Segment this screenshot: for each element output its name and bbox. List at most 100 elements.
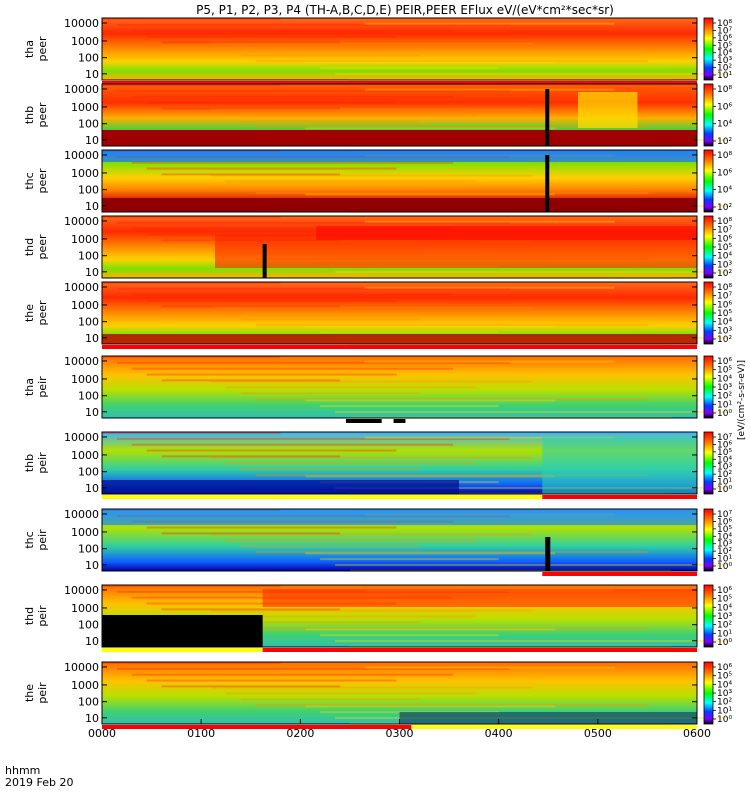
data-gap-bar [545,89,550,146]
panel-frame [101,431,698,495]
spectrum-band [146,373,397,376]
y-tick-label: 10000 [64,215,99,228]
colorbar-tick-label: 10⁶ [717,300,732,310]
y-tick-label: 1000 [71,233,99,246]
data-gap-bar [262,244,267,278]
spectrum-band [364,360,615,363]
status-bar-segment [345,419,382,423]
panel-label-instrument: peir [36,529,49,551]
panel-label-instrument: peer [36,234,49,260]
colorbar-tick-label: 10⁴ [717,603,732,613]
y-tick-label: 100 [78,250,99,263]
colorbar-labels: [eV/(cm²-s-sr-eV)] [737,360,747,440]
panel-label-instrument: peir [36,376,49,398]
spectrum-band [320,558,499,561]
colorbar-tick-label: 10⁰ [717,409,732,419]
spectrum-band [255,192,649,195]
spectrum-band [335,270,728,273]
spectrum-band [116,667,510,670]
colorbar-tick-label: 10⁰ [717,715,732,725]
date-label: 2019 Feb 20 [5,776,73,789]
colorbar-tick-label: 10⁴ [717,49,732,59]
colorbar-tick-label: 10³ [717,260,732,270]
spectrum-band [240,186,420,189]
spectrum-band [131,293,454,296]
noise-band [102,509,697,525]
y-tick-label: 100 [78,316,99,329]
y-tick-label: 1000 [71,373,99,386]
spectrum-band [255,324,649,327]
colorbar-tick-label: 10³ [717,56,732,66]
spectrum-band [364,88,615,91]
spectrum-band [240,545,420,548]
y-tick-label: 10 [85,200,99,213]
spectrum-band [255,474,649,477]
y-tick-label: 10000 [64,149,99,162]
spectrum-band [240,392,420,395]
panel-thc-peer: 10000 1000 100 10 thc peer 10⁸ 10⁶ 10⁴ 10² [23,149,732,213]
y-tick-label: 10 [85,635,99,648]
spectrum-band [255,398,649,401]
spectrum-band [146,167,397,170]
spectrum-band [102,18,281,20]
colorbar-tick-label: 10² [717,335,732,345]
colorbar [703,508,714,572]
spectrum-band [320,331,499,334]
panel-label-instrument: peir [36,452,49,474]
panel-frame [101,215,698,279]
spectrum-band [161,455,340,458]
colorbar-tick-label: 10⁶ [717,234,732,244]
colorbar-tick-label: 10⁵ [717,525,732,535]
spectrum-band [131,161,454,164]
panel-label-probe: tha [23,40,36,58]
y-tick-label: 1000 [71,679,99,692]
colorbar-tick-label: 10⁴ [717,532,732,542]
panel-label-probe: thc [23,172,36,189]
spectrum-band [240,54,420,57]
spectrum-band [225,114,476,117]
spectrum-band [320,67,499,70]
spectrum-band [146,526,397,529]
spectrum-patch [262,589,697,607]
colorbar [703,661,714,725]
colorbar-tick-label: 10⁶ [717,586,732,596]
colorbar-tick-label: 10⁷ [717,292,732,302]
x-tick-label: 0200 [286,727,314,740]
spectrum-band [240,468,420,471]
colorbar-tick-label: 10² [717,621,732,631]
spectrum-band [225,48,476,51]
colorbar-tick-label: 10³ [717,540,732,550]
y-tick-label: 10000 [64,431,99,444]
colorbar-tick-label: 10⁶ [717,357,732,367]
spectrum-band [225,386,476,389]
status-bar-segment [542,495,697,499]
panel-label-probe: tha [23,378,36,396]
colorbar-title: [eV/(cm²-s-sr-eV)] [737,360,747,440]
spectrum-band [305,552,556,555]
spectrum-band [225,312,476,315]
panel-thd-peer: 10000 1000 100 10 thd peer 10⁸10⁷10⁶10⁵10⁴10³1… [23,215,732,279]
panel-the-peir: 10000 1000 100 10 the peir 10⁶10⁵10⁴10³10²10¹1… [23,661,732,729]
colorbar-tick-label: 10² [717,203,732,213]
colorbar-tick-label: 10⁰ [717,562,732,572]
spectrum-band [240,698,420,701]
spectrum-band [225,539,476,542]
colorbar-tick-label: 10³ [717,326,732,336]
spectrum-band [211,108,533,111]
spectrum-band [131,95,454,98]
spectrum-band [364,286,615,289]
colorbar-tick-label: 10¹ [717,478,732,488]
low-energy-band [102,334,697,344]
low-count-noise [399,712,697,724]
colorbar-tick-label: 10³ [717,463,732,473]
spectrum-band [305,127,556,130]
colorbar-tick-label: 10¹ [717,400,732,410]
low-energy-band [102,130,697,146]
spectrum-patch [578,92,638,128]
colorbar-tick-label: 10⁵ [717,243,732,253]
colorbar-tick-label: 10⁰ [717,485,732,495]
spectrum-band [305,705,556,708]
